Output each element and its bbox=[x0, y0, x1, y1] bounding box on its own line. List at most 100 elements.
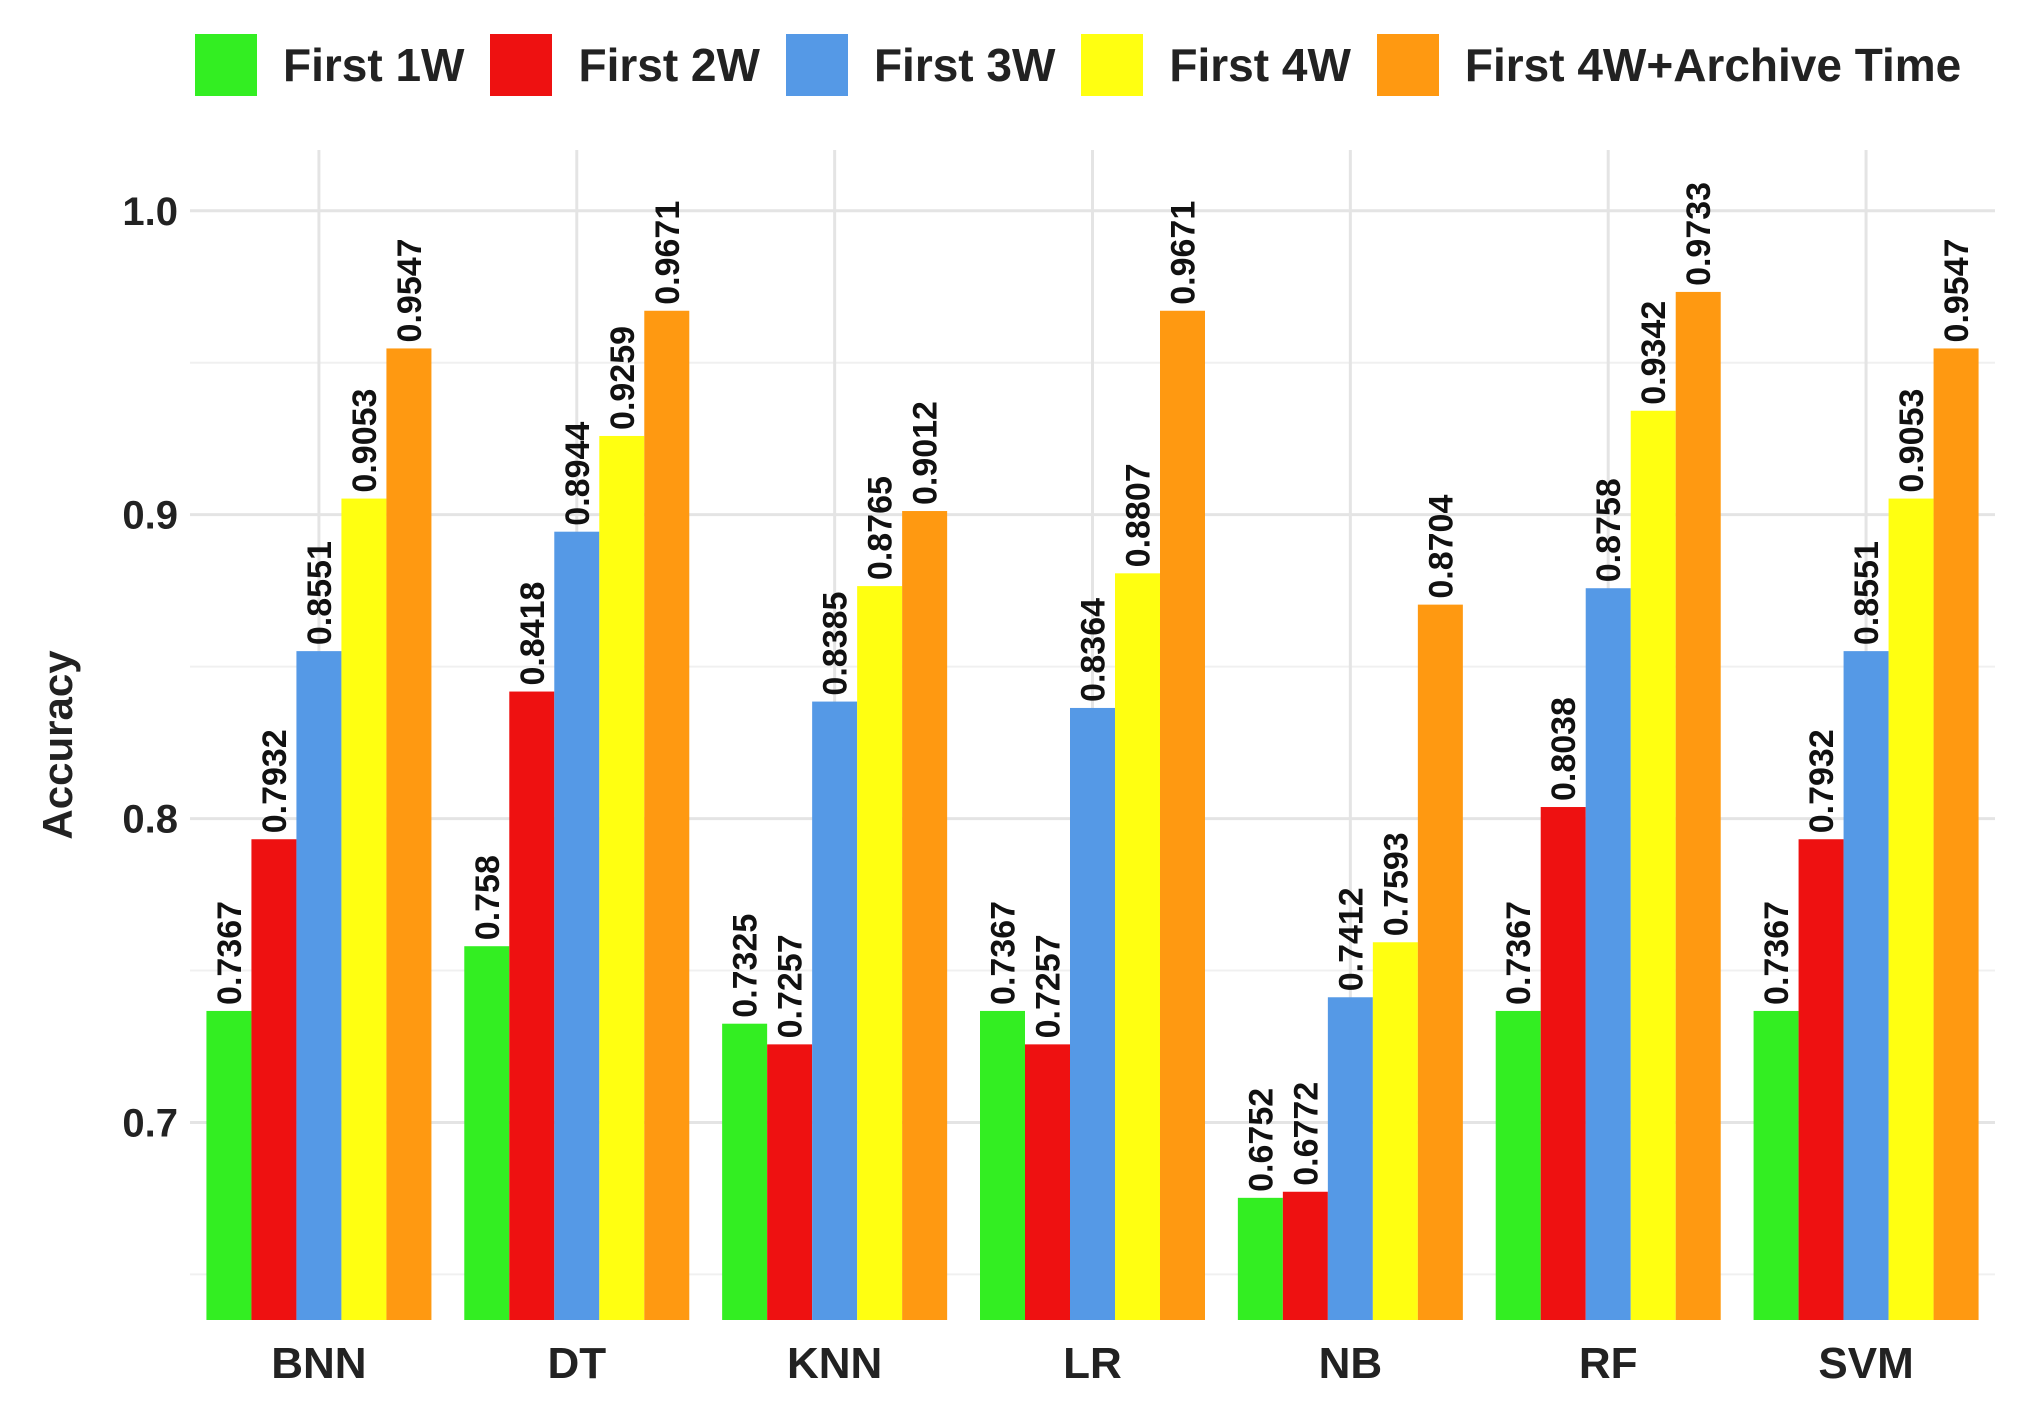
bar-value-label: 0.8944 bbox=[559, 422, 597, 526]
bar-value-label: 0.7932 bbox=[256, 729, 294, 833]
bar-value-label: 0.9671 bbox=[649, 201, 687, 305]
legend-swatch-first-2w bbox=[490, 34, 553, 96]
bar-nb-series-2 bbox=[1282, 1191, 1328, 1320]
bar-dt-series-4 bbox=[599, 435, 645, 1320]
legend-label-first-4w-archive: First 4W+Archive Time bbox=[1464, 39, 1962, 91]
legend-label-first-4w: First 4W bbox=[1169, 39, 1351, 91]
bar-value-label: 0.7367 bbox=[1500, 901, 1538, 1005]
bar-value-label: 0.7367 bbox=[985, 901, 1023, 1005]
bar-value-label: 0.9053 bbox=[346, 389, 384, 493]
bar-nb-series-4 bbox=[1372, 942, 1418, 1320]
legend-item-first-4w-archive: First 4W+Archive Time bbox=[1376, 34, 1962, 96]
bar-value-label: 0.8418 bbox=[514, 582, 552, 686]
bar-value-label: 0.7593 bbox=[1377, 832, 1415, 936]
bar-nb-series-3 bbox=[1327, 997, 1373, 1320]
bar-value-label: 0.7367 bbox=[211, 901, 249, 1005]
x-category-label: RF bbox=[1579, 1339, 1638, 1388]
bar-value-label: 0.6772 bbox=[1287, 1082, 1325, 1186]
bar-dt-series-5 bbox=[644, 310, 690, 1320]
bar-value-label: 0.8765 bbox=[862, 476, 900, 580]
bar-svm-series-2 bbox=[1798, 839, 1844, 1320]
bar-svm-series-4 bbox=[1888, 498, 1934, 1320]
y-tick-label: 0.9 bbox=[122, 494, 178, 538]
bar-rf-series-5 bbox=[1675, 291, 1721, 1321]
bar-labels: 0.7367 0.7932 0.8551 0.9053 0.9547 0.758 0.841… bbox=[211, 182, 1976, 1192]
bar-bnn-series-4 bbox=[341, 498, 387, 1320]
bar-value-label: 0.8385 bbox=[817, 592, 855, 696]
bar-value-label: 0.758 bbox=[469, 855, 507, 940]
bar-dt-series-1 bbox=[464, 946, 510, 1320]
bar-value-label: 0.7367 bbox=[1758, 901, 1796, 1005]
x-category-label: KNN bbox=[787, 1339, 882, 1388]
legend-swatch-first-1w bbox=[195, 34, 257, 96]
x-axis-categories: BNN DT KNN LR NB RF SVM bbox=[271, 1339, 1913, 1388]
bar-value-label: 0.9012 bbox=[907, 401, 945, 505]
legend-label-first-1w: First 1W bbox=[283, 39, 465, 91]
bar-value-label: 0.8038 bbox=[1545, 697, 1583, 801]
bar-nb-series-1 bbox=[1237, 1197, 1283, 1320]
bar-value-label: 0.8807 bbox=[1120, 463, 1158, 567]
bar-value-label: 0.7932 bbox=[1803, 729, 1841, 833]
bar-bnn-series-1 bbox=[206, 1010, 252, 1320]
y-axis-ticks: 0.7 0.8 0.9 1.0 bbox=[122, 190, 178, 1146]
legend-item-first-4w: First 4W bbox=[1081, 34, 1351, 96]
bar-dt-series-2 bbox=[509, 691, 555, 1320]
x-category-label: NB bbox=[1319, 1339, 1383, 1388]
x-category-label: DT bbox=[547, 1339, 606, 1388]
y-axis-title: Accuracy bbox=[34, 650, 81, 840]
bar-value-label: 0.7412 bbox=[1332, 887, 1370, 991]
bar-svm-series-1 bbox=[1753, 1010, 1799, 1320]
y-tick-label: 0.8 bbox=[122, 798, 178, 842]
bar-lr-series-4 bbox=[1115, 573, 1160, 1320]
legend-swatch-first-4w bbox=[1081, 34, 1144, 96]
bar-knn-series-2 bbox=[767, 1044, 813, 1320]
bar-value-label: 0.8364 bbox=[1075, 598, 1113, 702]
x-category-label: SVM bbox=[1818, 1339, 1913, 1388]
bar-value-label: 0.8758 bbox=[1590, 478, 1628, 582]
bar-value-label: 0.6752 bbox=[1242, 1088, 1280, 1192]
bar-value-label: 0.9733 bbox=[1680, 182, 1718, 286]
bar-value-label: 0.9671 bbox=[1165, 201, 1203, 305]
legend-swatch-first-3w bbox=[785, 34, 848, 96]
bar-value-label: 0.9053 bbox=[1893, 389, 1931, 493]
bar-value-label: 0.9342 bbox=[1635, 301, 1673, 405]
legend-item-first-2w: First 2W bbox=[490, 34, 760, 96]
bar-lr-series-3 bbox=[1070, 707, 1115, 1320]
legend-item-first-1w: First 1W bbox=[195, 34, 464, 96]
bar-value-label: 0.8704 bbox=[1422, 495, 1460, 599]
legend-label-first-3w: First 3W bbox=[873, 39, 1056, 91]
legend-swatch-first-4w-archive bbox=[1376, 34, 1439, 96]
bar-value-label: 0.7257 bbox=[1030, 934, 1068, 1038]
x-category-label: LR bbox=[1063, 1339, 1122, 1388]
legend-item-first-3w: First 3W bbox=[785, 34, 1056, 96]
bar-rf-series-4 bbox=[1630, 410, 1676, 1320]
bar-bnn-series-3 bbox=[296, 651, 342, 1320]
bar-knn-series-1 bbox=[722, 1023, 768, 1320]
bar-lr-series-2 bbox=[1025, 1044, 1070, 1320]
bar-value-label: 0.9547 bbox=[391, 238, 429, 342]
bar-value-label: 0.8551 bbox=[1848, 541, 1886, 645]
bar-rf-series-3 bbox=[1585, 588, 1631, 1320]
bar-nb-series-5 bbox=[1417, 604, 1463, 1320]
bars bbox=[206, 291, 1979, 1321]
bar-bnn-series-5 bbox=[386, 348, 432, 1320]
bar-value-label: 0.9547 bbox=[1938, 238, 1976, 342]
bar-value-label: 0.8551 bbox=[301, 541, 339, 645]
bar-rf-series-2 bbox=[1540, 807, 1586, 1320]
bar-knn-series-5 bbox=[902, 511, 948, 1320]
bar-svm-series-5 bbox=[1933, 348, 1979, 1320]
bar-value-label: 0.7325 bbox=[727, 914, 765, 1018]
y-tick-label: 1.0 bbox=[122, 190, 178, 234]
bar-svm-series-3 bbox=[1843, 651, 1889, 1320]
bar-bnn-series-2 bbox=[251, 839, 297, 1320]
x-category-label: BNN bbox=[271, 1339, 366, 1388]
bar-rf-series-1 bbox=[1495, 1010, 1541, 1320]
bar-dt-series-3 bbox=[554, 531, 600, 1320]
bar-value-label: 0.9259 bbox=[604, 326, 642, 430]
bar-lr-series-1 bbox=[980, 1010, 1025, 1320]
bar-lr-series-5 bbox=[1160, 310, 1205, 1320]
legend-label-first-2w: First 2W bbox=[578, 39, 760, 91]
legend: First 1W First 2W First 3W First 4W Firs… bbox=[195, 34, 1987, 96]
y-tick-label: 0.7 bbox=[122, 1101, 178, 1145]
